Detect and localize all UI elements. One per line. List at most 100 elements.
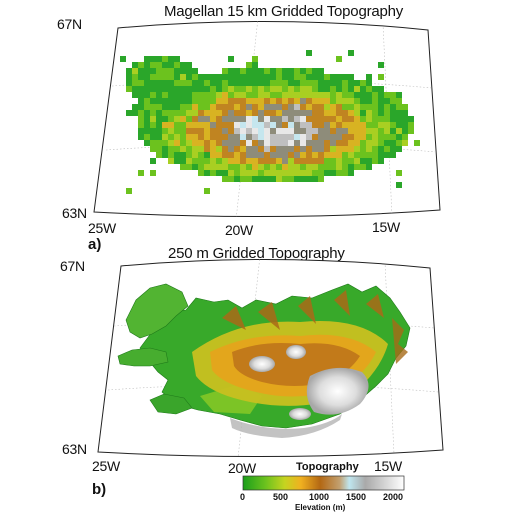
topo-pixel [162, 80, 168, 86]
topo-pixel [228, 134, 234, 140]
topo-pixel [408, 116, 414, 122]
topo-pixel [156, 110, 162, 116]
topo-pixel [126, 188, 132, 194]
topo-pixel [396, 92, 402, 98]
topo-pixel [174, 74, 180, 80]
topo-pixel [324, 80, 330, 86]
topo-pixel [300, 158, 306, 164]
topo-pixel [246, 176, 252, 182]
topo-pixel [312, 74, 318, 80]
topo-pixel [366, 128, 372, 134]
topo-pixel [246, 164, 252, 170]
topo-pixel [150, 104, 156, 110]
topo-pixel [378, 98, 384, 104]
topo-pixel [204, 122, 210, 128]
topo-pixel [324, 134, 330, 140]
topo-pixel [354, 158, 360, 164]
topo-pixel [180, 92, 186, 98]
topo-pixel [210, 80, 216, 86]
topo-pixel [246, 80, 252, 86]
topo-pixel [234, 122, 240, 128]
topo-pixel [186, 80, 192, 86]
topo-pixel [276, 146, 282, 152]
topo-pixel [336, 116, 342, 122]
topo-pixel [264, 152, 270, 158]
topo-pixel [372, 98, 378, 104]
topo-pixel [342, 134, 348, 140]
topo-pixel [300, 86, 306, 92]
topo-pixel [174, 134, 180, 140]
topo-pixel [240, 158, 246, 164]
topo-pixel [168, 86, 174, 92]
topo-pixel [192, 104, 198, 110]
topo-pixel [150, 86, 156, 92]
topo-pixel [174, 68, 180, 74]
topo-pixel [186, 164, 192, 170]
topo-pixel [234, 92, 240, 98]
topo-pixel [354, 164, 360, 170]
topo-pixel [276, 128, 282, 134]
topo-pixel [228, 80, 234, 86]
topo-pixel [192, 74, 198, 80]
topo-pixel [228, 104, 234, 110]
topo-pixel [396, 110, 402, 116]
topo-pixel [282, 68, 288, 74]
topo-pixel [348, 86, 354, 92]
topo-pixel [336, 86, 342, 92]
topo-pixel [210, 98, 216, 104]
topo-pixel [240, 176, 246, 182]
topo-pixel [144, 140, 150, 146]
topo-pixel [282, 152, 288, 158]
topo-pixel [228, 152, 234, 158]
topo-pixel [318, 158, 324, 164]
topo-pixel [162, 140, 168, 146]
topo-pixel [294, 80, 300, 86]
topo-pixel [366, 134, 372, 140]
topo-pixel [240, 170, 246, 176]
topo-pixel [324, 152, 330, 158]
topo-pixel [306, 164, 312, 170]
topo-pixel [336, 56, 342, 62]
topo-pixel [396, 116, 402, 122]
topo-pixel [282, 116, 288, 122]
topo-pixel [276, 176, 282, 182]
topo-pixel [324, 140, 330, 146]
topo-pixel [306, 140, 312, 146]
topo-pixel [348, 128, 354, 134]
topo-pixel [372, 92, 378, 98]
topo-pixel [258, 134, 264, 140]
topo-pixel [144, 98, 150, 104]
topo-pixel [288, 104, 294, 110]
topo-pixel [252, 80, 258, 86]
topo-pixel [294, 158, 300, 164]
topo-pixel [312, 128, 318, 134]
topo-pixel [246, 134, 252, 140]
topo-pixel [252, 134, 258, 140]
topo-pixel [312, 92, 318, 98]
topo-pixel [342, 164, 348, 170]
topo-pixel [402, 128, 408, 134]
topo-pixel [354, 140, 360, 146]
topo-pixel [252, 146, 258, 152]
topo-pixel [360, 122, 366, 128]
topo-pixel [222, 110, 228, 116]
topo-pixel [372, 146, 378, 152]
topo-pixel [360, 146, 366, 152]
topo-pixel [234, 74, 240, 80]
topo-pixel [240, 104, 246, 110]
topo-pixel [144, 122, 150, 128]
topo-pixel [294, 98, 300, 104]
topo-pixel [390, 110, 396, 116]
colorbar-tick-0: 0 [240, 492, 246, 502]
topo-pixel [192, 158, 198, 164]
topo-pixel [306, 98, 312, 104]
topo-pixel [204, 134, 210, 140]
topo-pixel [384, 134, 390, 140]
topo-pixel [252, 176, 258, 182]
topo-pixel [318, 116, 324, 122]
topo-pixel [348, 134, 354, 140]
topo-pixel [192, 116, 198, 122]
topo-pixel [228, 146, 234, 152]
topo-pixel [324, 170, 330, 176]
